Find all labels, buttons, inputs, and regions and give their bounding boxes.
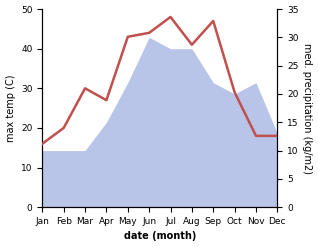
X-axis label: date (month): date (month) <box>124 231 196 242</box>
Y-axis label: med. precipitation (kg/m2): med. precipitation (kg/m2) <box>302 43 313 174</box>
Y-axis label: max temp (C): max temp (C) <box>5 74 16 142</box>
